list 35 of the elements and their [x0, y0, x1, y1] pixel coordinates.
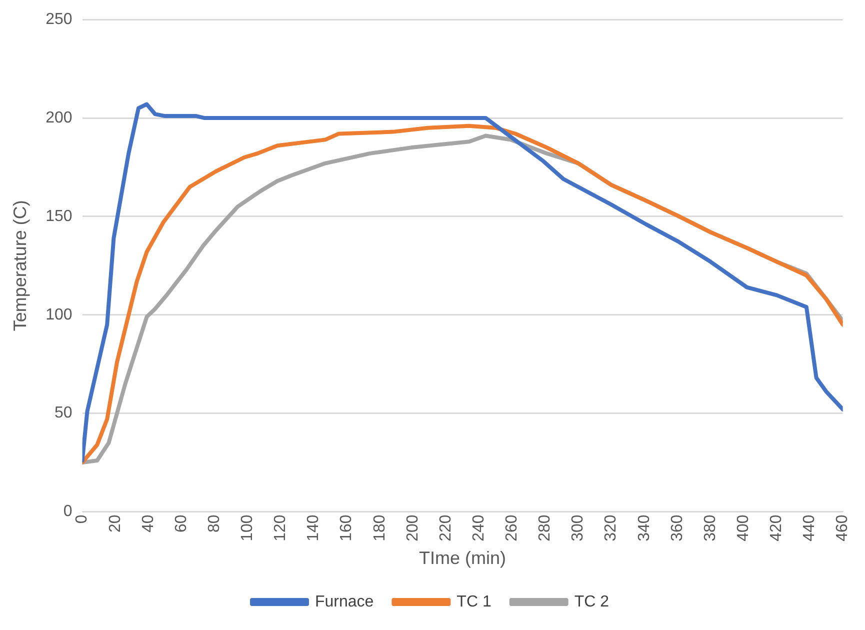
- x-tick-label: 120: [272, 514, 290, 542]
- y-tick-label: 250: [46, 11, 72, 28]
- x-tick-label: 140: [305, 514, 322, 542]
- x-tick-label: 420: [768, 514, 786, 542]
- y-tick-label: 50: [54, 404, 72, 422]
- x-tick-label: 400: [735, 514, 752, 542]
- x-tick-label: 280: [536, 514, 554, 542]
- x-tick-label: 80: [206, 514, 223, 532]
- x-tick-label: 60: [172, 514, 190, 532]
- legend-label: TC 2: [574, 593, 610, 610]
- x-tick-label: 440: [801, 514, 818, 542]
- x-tick-label: 260: [504, 514, 521, 542]
- y-tick-label: 150: [46, 208, 72, 225]
- x-tick-label: 200: [404, 514, 422, 542]
- y-tick-label: 100: [46, 306, 72, 324]
- x-tick-label: 460: [834, 514, 852, 542]
- x-tick-label: 0: [74, 514, 91, 524]
- y-tick-label: 0: [63, 503, 72, 520]
- x-tick-label: 220: [437, 514, 454, 542]
- x-tick-label: 180: [371, 514, 388, 542]
- x-tick-label: 40: [140, 514, 157, 532]
- y-tick-label: 200: [46, 109, 72, 126]
- x-axis-title: TIme (min): [419, 548, 506, 568]
- y-axis-title: Temperature (C): [10, 200, 30, 332]
- legend-label: TC 1: [456, 593, 492, 610]
- x-tick-label: 240: [470, 514, 488, 542]
- x-tick-label: 340: [636, 514, 653, 542]
- x-tick-label: 20: [106, 514, 124, 532]
- x-tick-label: 300: [570, 514, 587, 542]
- x-tick-label: 380: [702, 514, 719, 542]
- x-tick-label: 320: [602, 514, 620, 542]
- legend-label: Furnace: [314, 593, 374, 610]
- x-tick-label: 360: [668, 514, 686, 542]
- x-tick-label: 100: [239, 514, 256, 542]
- x-tick-label: 160: [338, 514, 356, 542]
